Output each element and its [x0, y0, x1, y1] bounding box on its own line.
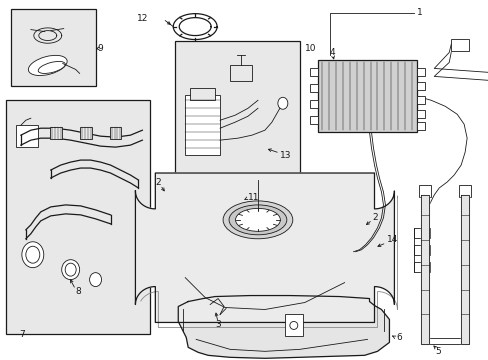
Bar — [416, 122, 425, 130]
Bar — [80, 127, 91, 139]
Text: 1: 1 — [416, 8, 422, 17]
Polygon shape — [421, 195, 428, 345]
Ellipse shape — [223, 201, 292, 239]
Ellipse shape — [289, 321, 297, 329]
Bar — [317, 60, 416, 132]
Bar — [50, 127, 61, 139]
Bar — [343, 272, 359, 282]
Bar — [109, 127, 121, 139]
Bar — [416, 110, 425, 118]
Bar — [309, 116, 317, 124]
Text: 6: 6 — [396, 333, 401, 342]
Ellipse shape — [65, 263, 76, 276]
Bar — [421, 338, 468, 345]
Bar — [175, 41, 299, 180]
Text: 4: 4 — [329, 48, 335, 57]
Ellipse shape — [61, 260, 80, 280]
Text: 2: 2 — [155, 179, 161, 188]
Text: 2: 2 — [372, 213, 377, 222]
Bar — [309, 68, 317, 76]
Bar — [450, 39, 468, 50]
Bar — [185, 95, 220, 155]
Ellipse shape — [89, 273, 102, 287]
Ellipse shape — [235, 208, 280, 231]
Bar — [416, 96, 425, 104]
Text: 3: 3 — [215, 320, 221, 329]
Bar — [413, 245, 429, 255]
Text: 13: 13 — [279, 150, 291, 159]
Bar — [416, 68, 425, 76]
Polygon shape — [460, 195, 468, 345]
Text: 10: 10 — [304, 44, 316, 53]
Bar — [190, 88, 215, 100]
Ellipse shape — [228, 205, 286, 235]
Text: 11: 11 — [247, 193, 259, 202]
Ellipse shape — [22, 242, 44, 268]
Text: 5: 5 — [434, 347, 440, 356]
Bar — [416, 82, 425, 90]
Bar — [11, 9, 95, 86]
Bar — [229, 66, 251, 81]
Text: 9: 9 — [98, 44, 103, 53]
Ellipse shape — [38, 62, 65, 73]
Bar — [309, 100, 317, 108]
Bar — [285, 315, 302, 336]
Bar — [16, 125, 38, 147]
Text: 14: 14 — [386, 235, 398, 244]
Ellipse shape — [277, 97, 287, 109]
Bar — [343, 258, 359, 268]
Bar — [6, 100, 150, 334]
Text: 12: 12 — [137, 14, 148, 23]
Polygon shape — [135, 173, 394, 323]
Ellipse shape — [26, 246, 40, 263]
Bar — [413, 228, 429, 238]
Bar — [163, 190, 183, 204]
Bar — [357, 225, 369, 232]
Bar — [419, 185, 430, 197]
Polygon shape — [178, 296, 388, 358]
Ellipse shape — [28, 55, 67, 76]
Text: 8: 8 — [76, 287, 81, 296]
Bar — [458, 185, 470, 197]
Bar — [413, 262, 429, 272]
Bar — [309, 84, 317, 92]
Text: 7: 7 — [19, 330, 24, 339]
